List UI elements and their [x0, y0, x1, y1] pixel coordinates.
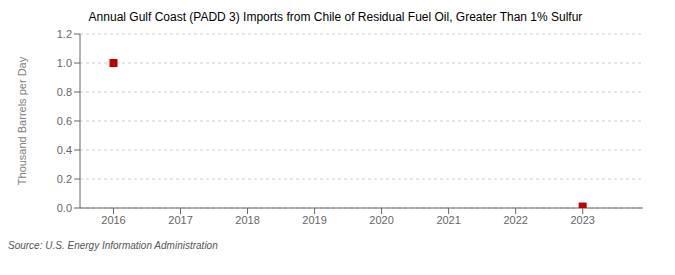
svg-text:2018: 2018	[235, 214, 259, 226]
svg-text:0.8: 0.8	[57, 86, 72, 98]
svg-text:2016: 2016	[101, 214, 125, 226]
svg-text:2020: 2020	[369, 214, 393, 226]
svg-text:0.4: 0.4	[57, 144, 72, 156]
html-text:Annual Gulf Coast (PADD 3) Imp: Annual Gulf Coast (PADD 3) Imports from …	[88, 10, 583, 24]
svg-text:0.0: 0.0	[57, 202, 72, 214]
svg-text:1.0: 1.0	[57, 57, 72, 69]
svg-text:2021: 2021	[436, 214, 460, 226]
svg-text:2019: 2019	[302, 214, 326, 226]
svg-text:2023: 2023	[570, 214, 594, 226]
svg-text:0.2: 0.2	[57, 173, 72, 185]
svg-text:2017: 2017	[168, 214, 192, 226]
html-text:Source: U.S. Energy Informatio: Source: U.S. Energy Information Administ…	[8, 240, 218, 251]
svg-text:1.2: 1.2	[57, 28, 72, 40]
svg-text:0.6: 0.6	[57, 115, 72, 127]
svg-text:2022: 2022	[503, 214, 527, 226]
svg-text:Thousand Barrels per Day: Thousand Barrels per Day	[16, 56, 28, 185]
